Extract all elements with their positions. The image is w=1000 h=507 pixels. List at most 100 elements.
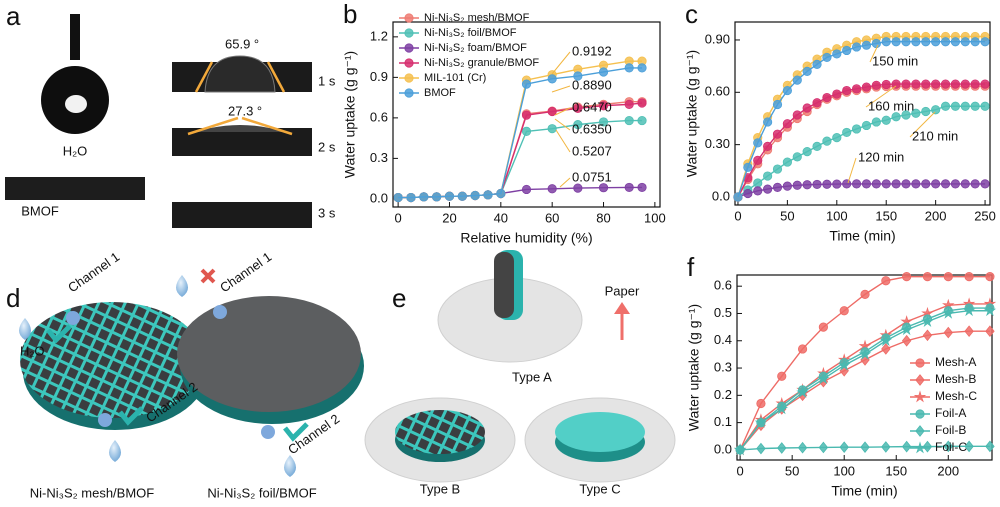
frame-3 <box>172 202 312 228</box>
x-tick-label: 0 <box>395 210 402 225</box>
annotation: 210 min <box>912 128 958 143</box>
marker <box>902 272 912 282</box>
y-tick-label: 0.90 <box>705 31 730 46</box>
film-label: BMOF <box>21 203 59 218</box>
panel-a: a H₂O BMOF 65.9 ° 1 s 27.3 ° 2 s 3 s <box>5 1 336 228</box>
marker <box>837 358 851 371</box>
x-tick-label: 0 <box>734 208 741 223</box>
marker <box>547 74 557 84</box>
time-label: 3 s <box>318 205 336 220</box>
annotation-leader <box>555 129 571 153</box>
marker <box>960 179 970 189</box>
marker <box>911 37 921 47</box>
marker <box>860 289 870 299</box>
marker <box>753 178 763 188</box>
marker <box>812 59 822 69</box>
marker <box>832 179 842 189</box>
y-tick-label: 0.0 <box>712 188 730 203</box>
marker <box>756 398 766 409</box>
marker <box>861 82 872 92</box>
marker <box>573 71 583 81</box>
molecule <box>98 413 112 427</box>
marker <box>753 186 763 196</box>
marker <box>817 372 830 385</box>
type-label: Type A <box>512 369 552 384</box>
marker <box>775 402 789 415</box>
marker <box>624 99 634 109</box>
marker <box>931 105 941 115</box>
marker <box>753 138 763 148</box>
marker <box>891 37 901 47</box>
marker <box>921 106 931 117</box>
x-tick-label: 80 <box>596 210 610 225</box>
water-drop <box>176 275 188 297</box>
y-axis-title: Water uptake (g g⁻¹) <box>342 51 358 178</box>
marker <box>931 79 941 89</box>
droplet <box>204 55 276 93</box>
y-tick-label: 0.9 <box>370 69 388 84</box>
marker <box>881 37 891 47</box>
annotation-leader <box>551 85 571 93</box>
marker <box>792 75 802 85</box>
marker <box>915 425 925 437</box>
chart-c: c 0 50 100 150 200 250 0.0 0.30 0.60 0.90 Time (min… <box>684 0 996 244</box>
marker <box>860 441 870 454</box>
marker <box>782 181 792 191</box>
marker <box>861 120 872 131</box>
marker <box>573 120 583 130</box>
y-axis-title: Water uptake (g g⁻¹) <box>684 50 700 177</box>
legend-label: MIL-101 (Cr) <box>424 72 486 84</box>
marker <box>964 272 974 282</box>
panel-label: d <box>6 283 20 313</box>
marker <box>782 85 792 96</box>
series-line <box>737 41 986 198</box>
marker <box>404 28 414 38</box>
panel-label: a <box>6 1 21 31</box>
marker <box>733 443 747 456</box>
marker <box>818 375 829 388</box>
annotation: 0.6350 <box>572 121 612 136</box>
marker <box>483 190 493 200</box>
marker <box>598 101 609 111</box>
x-tick-label: 200 <box>937 463 959 478</box>
annotation-leader <box>865 85 897 108</box>
angle-label: 27.3 ° <box>228 103 262 118</box>
marker <box>921 179 931 189</box>
marker <box>871 179 881 189</box>
marker <box>842 45 852 56</box>
marker <box>822 179 832 189</box>
annotation: 0.6470 <box>572 99 612 114</box>
marker <box>782 157 792 167</box>
marker <box>943 326 953 339</box>
x-tick-label: 50 <box>780 208 794 223</box>
angle-label: 65.9 ° <box>225 36 259 51</box>
marker <box>900 323 913 336</box>
check-icon <box>118 406 144 426</box>
marker <box>915 409 925 419</box>
annotation-leader <box>559 177 571 188</box>
marker <box>772 182 783 192</box>
marker <box>921 315 934 327</box>
marker <box>901 110 911 120</box>
marker <box>754 416 768 428</box>
angle-line <box>241 116 293 136</box>
paper-label: Paper <box>605 283 640 298</box>
marker <box>818 441 829 454</box>
check-icon <box>46 324 72 344</box>
needle <box>70 14 80 60</box>
channel-label: Channel 1 <box>65 249 122 295</box>
legend-label: Ni-Ni₃S₂ mesh/BMOF <box>424 12 530 24</box>
drop-highlight <box>65 95 87 113</box>
marker <box>457 191 467 201</box>
marker <box>915 358 925 368</box>
marker <box>985 272 995 282</box>
legend-label: Ni-Ni₃S₂ foil/BMOF <box>424 27 517 39</box>
y-tick-label: 0.3 <box>714 359 732 374</box>
chart-f: f 0 50 100 150 200 0.0 0.1 0.2 0.3 0.4 0.5 0.6 Time (… <box>686 252 997 499</box>
marker <box>931 179 941 189</box>
marker <box>962 304 976 317</box>
water-label: H₂O <box>20 343 45 358</box>
legend-label: Mesh-C <box>935 389 977 403</box>
y-tick-label: 0.6 <box>714 278 732 293</box>
